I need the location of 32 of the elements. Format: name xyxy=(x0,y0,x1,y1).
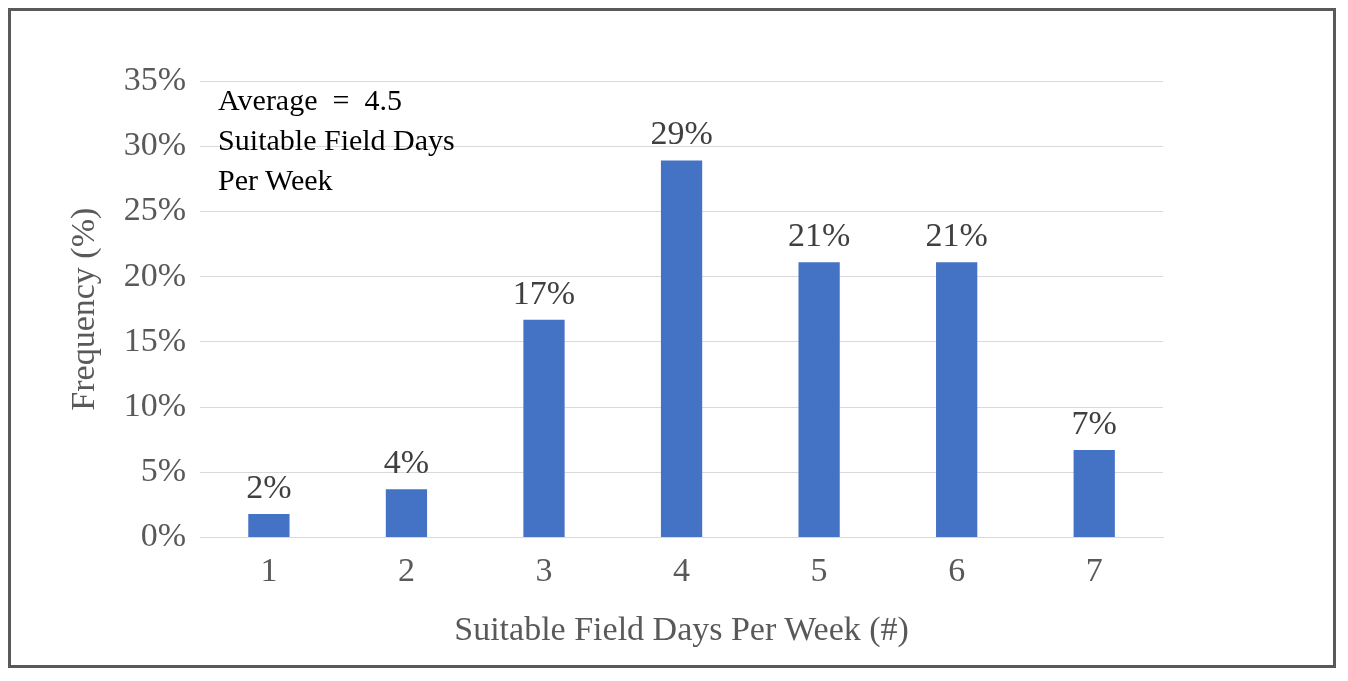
x-axis-title: Suitable Field Days Per Week (#) xyxy=(454,609,909,648)
x-tick-label: 4 xyxy=(673,550,691,588)
annotation: Average = 4.5 Suitable Field Days Per Week xyxy=(218,82,455,196)
bar xyxy=(523,319,565,537)
bar xyxy=(798,262,840,537)
y-tick-label: 35% xyxy=(123,59,187,97)
data-label: 4% xyxy=(383,443,430,481)
y-axis-title: Frequency (%) xyxy=(64,207,103,411)
data-label: 2% xyxy=(246,467,292,505)
y-tick-label: 5% xyxy=(140,451,187,489)
x-tick-label: 6 xyxy=(948,550,966,588)
bar xyxy=(936,262,978,537)
y-tick-label: 10% xyxy=(123,385,187,423)
data-label: 29% xyxy=(650,114,713,152)
bar xyxy=(385,489,428,537)
x-tick-label: 3 xyxy=(535,550,553,588)
y-tick-label: 20% xyxy=(123,255,187,293)
x-tick-label: 7 xyxy=(1085,550,1103,588)
x-tick-label: 2 xyxy=(397,550,415,588)
bar xyxy=(660,160,703,537)
data-label: 21% xyxy=(925,216,988,254)
data-label: 17% xyxy=(512,273,576,311)
x-tick-label: 5 xyxy=(810,550,828,588)
bar xyxy=(1073,450,1115,537)
x-tick-label: 1 xyxy=(260,550,278,588)
y-tick-label: 25% xyxy=(123,190,187,228)
y-tick-label: 15% xyxy=(123,320,187,358)
data-label: 21% xyxy=(787,216,851,254)
y-tick-label: 0% xyxy=(140,516,187,554)
y-tick-label: 30% xyxy=(123,125,187,163)
bar xyxy=(248,513,290,537)
data-label: 7% xyxy=(1071,403,1117,441)
